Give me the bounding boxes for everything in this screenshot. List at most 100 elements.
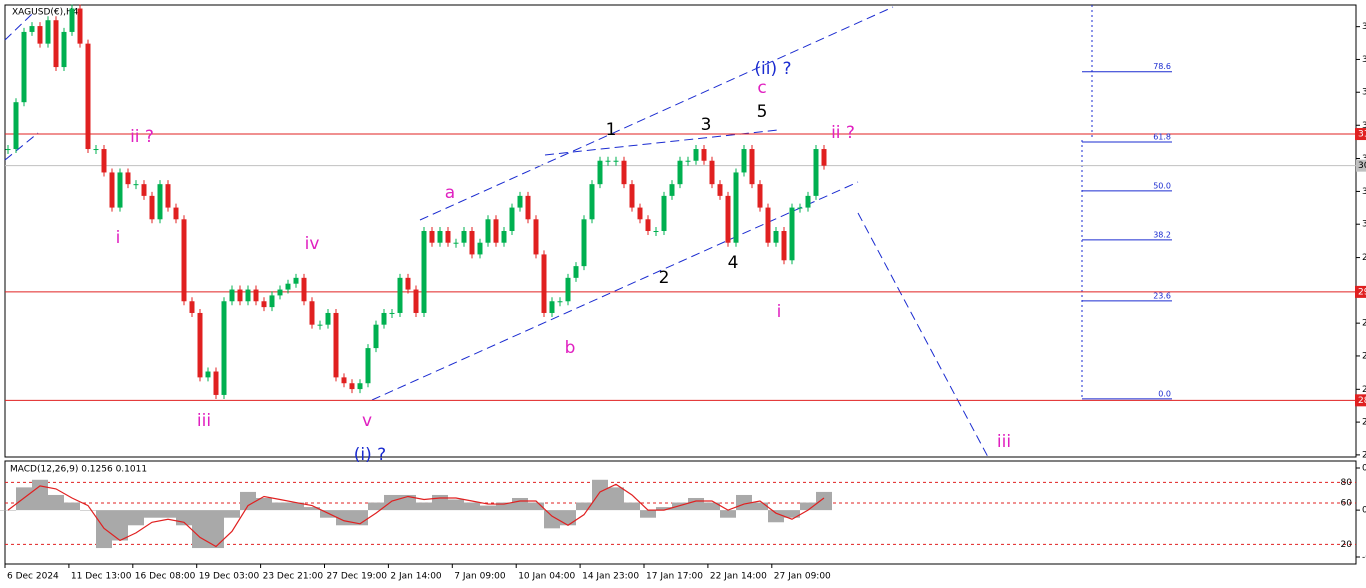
candle bbox=[557, 301, 563, 303]
y-tick-label: 31.385 bbox=[1362, 88, 1366, 98]
candle bbox=[453, 242, 459, 244]
candle bbox=[573, 266, 579, 278]
candle bbox=[77, 8, 83, 44]
candle bbox=[485, 219, 491, 243]
macd-bar bbox=[0, 510, 16, 511]
wave-label: i bbox=[116, 228, 121, 248]
candle bbox=[157, 184, 163, 220]
candle bbox=[285, 283, 291, 290]
candle bbox=[357, 383, 363, 390]
level-label-box bbox=[1355, 128, 1366, 141]
macd-bar bbox=[208, 510, 224, 549]
macd-bar bbox=[32, 479, 48, 511]
macd-bar bbox=[672, 502, 688, 511]
x-tick-label: 14 Jan 23:00 bbox=[582, 572, 639, 582]
macd-bar bbox=[304, 507, 320, 511]
candle bbox=[541, 254, 547, 313]
x-tick-label: 10 Jan 04:00 bbox=[518, 572, 575, 582]
candle bbox=[189, 301, 195, 313]
macd-bar bbox=[624, 502, 640, 511]
macd-bar bbox=[16, 487, 32, 511]
macd-bar bbox=[448, 499, 464, 511]
trend-line bbox=[544, 129, 779, 156]
level-label: 29.680 bbox=[1358, 287, 1366, 297]
candle bbox=[365, 348, 371, 384]
candle bbox=[781, 231, 787, 261]
macd-bar bbox=[320, 510, 336, 518]
trend-line bbox=[419, 6, 894, 221]
price-label-box bbox=[1356, 159, 1366, 172]
macd-bar bbox=[96, 510, 112, 549]
y-tick-label: 29.413 bbox=[1362, 319, 1366, 329]
candle bbox=[37, 26, 43, 44]
candle bbox=[653, 231, 659, 232]
y-tick-label: 29.133 bbox=[1362, 351, 1366, 361]
candle bbox=[53, 20, 59, 68]
macd-bar bbox=[752, 502, 768, 511]
candle bbox=[85, 43, 91, 150]
macd-bar bbox=[720, 510, 736, 518]
candle bbox=[517, 195, 523, 208]
candle bbox=[317, 324, 323, 326]
candle bbox=[141, 184, 147, 196]
candle bbox=[717, 184, 723, 196]
macd-bar bbox=[384, 494, 400, 511]
candle bbox=[69, 8, 75, 32]
macd-bar bbox=[192, 510, 208, 549]
candle bbox=[621, 160, 627, 185]
macd-bar bbox=[496, 502, 512, 511]
macd-bar bbox=[432, 494, 448, 511]
candle bbox=[341, 377, 347, 384]
candle bbox=[461, 231, 467, 243]
trend-line bbox=[4, 132, 39, 161]
candle bbox=[589, 184, 595, 220]
candle bbox=[525, 195, 531, 220]
wave-label: ii ? bbox=[831, 123, 855, 143]
y-tick-label: 28.288 bbox=[1362, 450, 1366, 460]
candle bbox=[477, 242, 483, 255]
trend-line bbox=[4, 13, 33, 41]
fib-label: 50.0 bbox=[1153, 181, 1171, 190]
candle bbox=[645, 219, 651, 231]
candle bbox=[797, 207, 803, 209]
fib-label: 61.8 bbox=[1153, 133, 1171, 142]
x-tick-label: 2 Jan 14:00 bbox=[390, 572, 442, 582]
candle bbox=[389, 312, 395, 314]
x-tick-label: 27 Dec 19:00 bbox=[327, 572, 388, 582]
macd-bar bbox=[368, 502, 384, 511]
macd-bar bbox=[688, 497, 704, 511]
candle bbox=[469, 231, 475, 255]
candle bbox=[597, 160, 603, 185]
wave-label: 4 bbox=[728, 253, 739, 273]
candle bbox=[605, 160, 611, 162]
candle bbox=[213, 371, 219, 395]
candle bbox=[669, 184, 675, 196]
wave-label: (i) ? bbox=[354, 445, 386, 465]
macd-bar bbox=[656, 507, 672, 511]
macd-level-label: 80 bbox=[1341, 478, 1353, 488]
macd-bar bbox=[640, 510, 656, 518]
candle bbox=[21, 31, 27, 103]
trend-line bbox=[857, 212, 989, 458]
x-tick-label: 17 Jan 17:00 bbox=[646, 572, 703, 582]
fib-label: 38.2 bbox=[1153, 230, 1171, 239]
candle bbox=[709, 160, 715, 185]
candle bbox=[629, 184, 635, 208]
wave-label: 2 bbox=[659, 268, 670, 288]
wave-label: iv bbox=[305, 234, 320, 254]
candle bbox=[813, 149, 819, 196]
x-tick-label: 11 Dec 13:00 bbox=[71, 572, 132, 582]
macd-y-tick-label: -0.309 bbox=[1362, 553, 1366, 563]
macd-bar bbox=[144, 510, 160, 518]
candle bbox=[117, 172, 123, 208]
level-label: 31.028 bbox=[1358, 130, 1366, 140]
candle bbox=[773, 231, 779, 243]
wave-label: 1 bbox=[606, 120, 617, 140]
candle bbox=[253, 289, 259, 302]
candle bbox=[197, 312, 203, 378]
candle bbox=[397, 277, 403, 313]
candle bbox=[789, 207, 795, 261]
candle bbox=[805, 195, 811, 208]
candle bbox=[701, 149, 707, 161]
